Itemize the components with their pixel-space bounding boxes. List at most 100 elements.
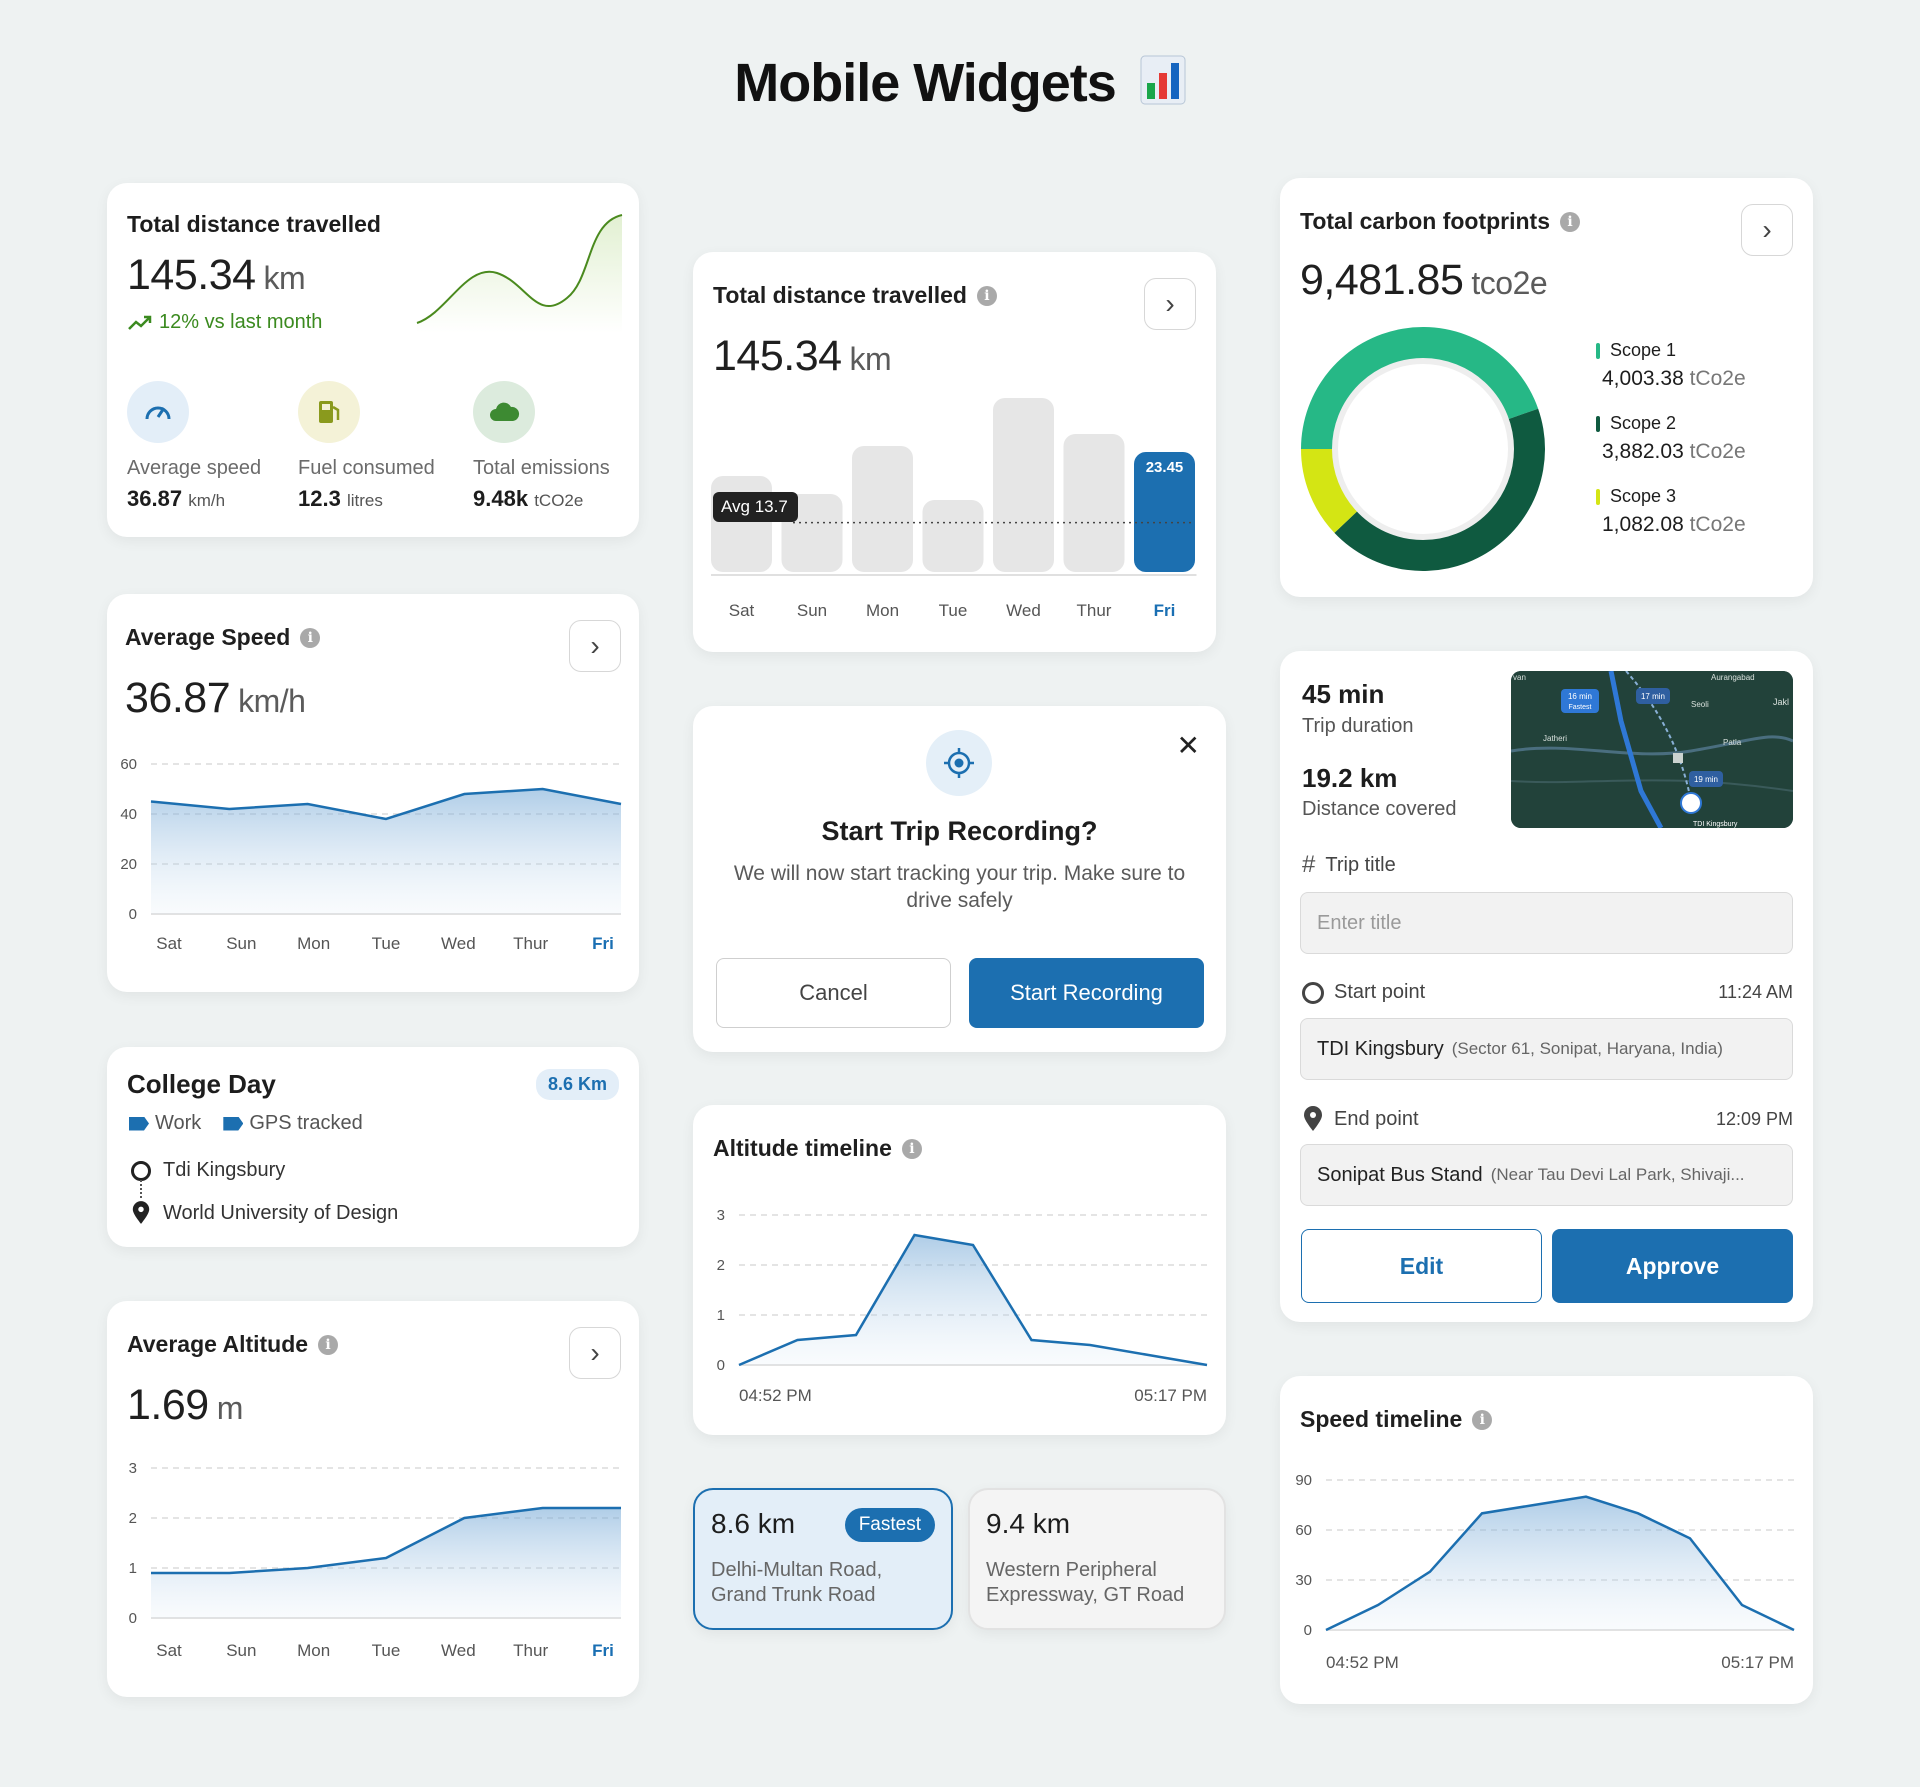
sparkline: [416, 214, 623, 333]
close-icon[interactable]: ✕: [1176, 730, 1200, 761]
info-icon: i: [976, 285, 997, 306]
speed-timeline-chart: 90 60 30 0 04:52 PM 05:17 PM: [1295, 1472, 1795, 1672]
avg-line-label: Avg 13.7: [713, 492, 798, 522]
stat-value: 36.87 km/h: [127, 486, 226, 511]
end-point-detail: (Near Tau Devi Lal Park, Shivaji...: [1490, 1165, 1745, 1184]
map-label: 16 min: [1568, 692, 1592, 701]
x-tick-label: Mon: [866, 601, 899, 620]
route-map[interactable]: 16 min Fastest 17 min 19 min Aurangabad …: [1511, 671, 1793, 828]
distance-covered-label: Distance covered: [1302, 798, 1457, 820]
series-line: [1325, 1495, 1795, 1632]
area-fill: [151, 789, 621, 914]
x-tick-label: Sat: [156, 934, 182, 953]
bar: [922, 500, 984, 572]
bar: [1063, 434, 1125, 572]
start-point-detail: (Sector 61, Sonipat, Haryana, India): [1451, 1039, 1723, 1058]
x-tick-label: Sun: [226, 1641, 256, 1660]
route-option-alternate[interactable]: 9.4 km Western Peripheral Expressway, GT…: [968, 1488, 1226, 1630]
distance-covered: 19.2 km: [1302, 763, 1398, 793]
stat-total-emissions: Total emissions 9.48k tCO2e: [473, 381, 610, 512]
trip-title: College Day: [127, 1069, 276, 1099]
end-point-name: Sonipat Bus Stand: [1317, 1163, 1483, 1186]
x-tick-label: Thur: [1077, 601, 1112, 620]
chevron-right-button[interactable]: ›: [1741, 204, 1793, 256]
carbon-value: 9,481.85 tco2e: [1300, 256, 1548, 304]
fuel-pump-icon: [298, 381, 360, 443]
tag-icon: [129, 1116, 149, 1131]
x-tick-label: Wed: [1006, 601, 1041, 620]
y-tick-label: 1: [129, 1560, 137, 1577]
location-target-icon: [926, 730, 992, 796]
scope-legend: Scope 1 4,003.38 tCo2e Scope 2 3,882.03 …: [1596, 340, 1746, 537]
trip-list-item[interactable]: College Day 8.6 Km Work GPS tracked Tdi …: [107, 1047, 639, 1247]
map-label: TDI Kingsbury: [1693, 821, 1738, 828]
x-tick-label: Sun: [226, 934, 256, 953]
distance-bar-card: Total distance travelled i › 145.34 km Sat…: [693, 252, 1216, 652]
y-tick-label: 90: [1295, 1472, 1312, 1489]
x-tick-label: Tue: [372, 1641, 401, 1660]
altitude-value: 1.69 m: [127, 1381, 243, 1429]
chevron-right-icon: ›: [1165, 288, 1175, 319]
start-point-field[interactable]: TDI Kingsbury (Sector 61, Sonipat, Harya…: [1300, 1018, 1793, 1080]
distance-badge: 8.6 Km: [535, 1069, 619, 1100]
chevron-right-button[interactable]: ›: [569, 1327, 621, 1379]
route-option-fastest[interactable]: 8.6 km Fastest Delhi-Multan Road, Grand …: [693, 1488, 953, 1630]
x-tick-label: Sat: [156, 1641, 182, 1660]
start-circle-icon: [131, 1160, 151, 1181]
map-label: Jatheri: [1543, 734, 1567, 743]
route-name: Delhi-Multan Road, Grand Trunk Road: [711, 1559, 883, 1606]
edit-button[interactable]: Edit: [1301, 1229, 1542, 1303]
x-tick-label: Fri: [592, 1641, 614, 1660]
x-tick-label: Wed: [441, 934, 476, 953]
trip-approval-card: 45 min Trip duration 19.2 km Distance co…: [1280, 651, 1813, 1322]
stat-value: 9.48k tCO2e: [473, 486, 584, 511]
cancel-button[interactable]: Cancel: [716, 958, 951, 1028]
end-point-field[interactable]: Sonipat Bus Stand (Near Tau Devi Lal Par…: [1300, 1144, 1793, 1206]
y-tick-label: 3: [717, 1207, 725, 1224]
approve-button[interactable]: Approve: [1552, 1229, 1793, 1303]
map-label: 19 min: [1694, 775, 1718, 784]
bar-chart-icon: [1140, 55, 1186, 118]
chevron-right-button[interactable]: ›: [569, 620, 621, 672]
y-tick-label: 0: [129, 906, 137, 923]
route-to: World University of Design: [131, 1201, 398, 1225]
info-icon: i: [318, 1334, 339, 1355]
start-point-icon: [1302, 981, 1324, 1004]
trip-title-placeholder: Enter title: [1317, 911, 1402, 934]
legend-scope-1: Scope 1 4,003.38 tCo2e: [1596, 340, 1746, 391]
map-pin-icon: [1304, 1106, 1322, 1131]
y-tick-label: 20: [120, 856, 137, 873]
average-altitude-chart: 3 2 1 0 Sat Sun Mon Tue Wed Thur Fri: [129, 1460, 622, 1660]
y-tick-label: 0: [717, 1357, 725, 1374]
start-point-name: TDI Kingsbury: [1317, 1037, 1444, 1060]
map-label: van: [1513, 673, 1526, 682]
map-label: Jakl: [1773, 697, 1789, 707]
info-icon: i: [1560, 211, 1581, 232]
y-tick-label: 0: [129, 1610, 137, 1627]
x-tick-label: 04:52 PM: [739, 1386, 812, 1405]
x-tick-label: 04:52 PM: [1326, 1653, 1399, 1672]
y-tick-label: 30: [1295, 1572, 1312, 1589]
card-title: Altitude timeline i: [713, 1135, 922, 1162]
map-label: 17 min: [1641, 692, 1665, 701]
start-recording-button[interactable]: Start Recording: [969, 958, 1204, 1028]
end-time: 12:09 PM: [1715, 1108, 1793, 1129]
scope-2-swatch: [1596, 415, 1600, 432]
stat-label: Average speed: [127, 457, 262, 479]
x-tick-label: Mon: [297, 1641, 330, 1660]
altitude-timeline-card: Altitude timeline i 3 2 1 0 04:52 PM 05:17 PM: [693, 1105, 1226, 1435]
x-tick-label: Tue: [939, 601, 968, 620]
tag-gps: GPS tracked: [223, 1112, 363, 1135]
tag-icon: [223, 1116, 244, 1131]
route-distance: 9.4 km: [986, 1508, 1071, 1539]
legend-scope-2: Scope 2 3,882.03 tCo2e: [1596, 413, 1746, 464]
dialog-body: We will now start tracking your trip. Ma…: [733, 862, 1186, 912]
start-point-row: Start point 11:24 AM: [1302, 981, 1793, 1004]
stat-label: Fuel consumed: [298, 457, 435, 479]
route-from: Tdi Kingsbury: [131, 1159, 285, 1182]
trip-title-label: # Trip title: [1302, 851, 1396, 878]
card-title: Total carbon footprints i: [1300, 208, 1581, 235]
trip-duration: 45 min: [1302, 679, 1385, 709]
trip-title-input[interactable]: Enter title: [1300, 892, 1793, 954]
chevron-right-button[interactable]: ›: [1144, 278, 1196, 330]
